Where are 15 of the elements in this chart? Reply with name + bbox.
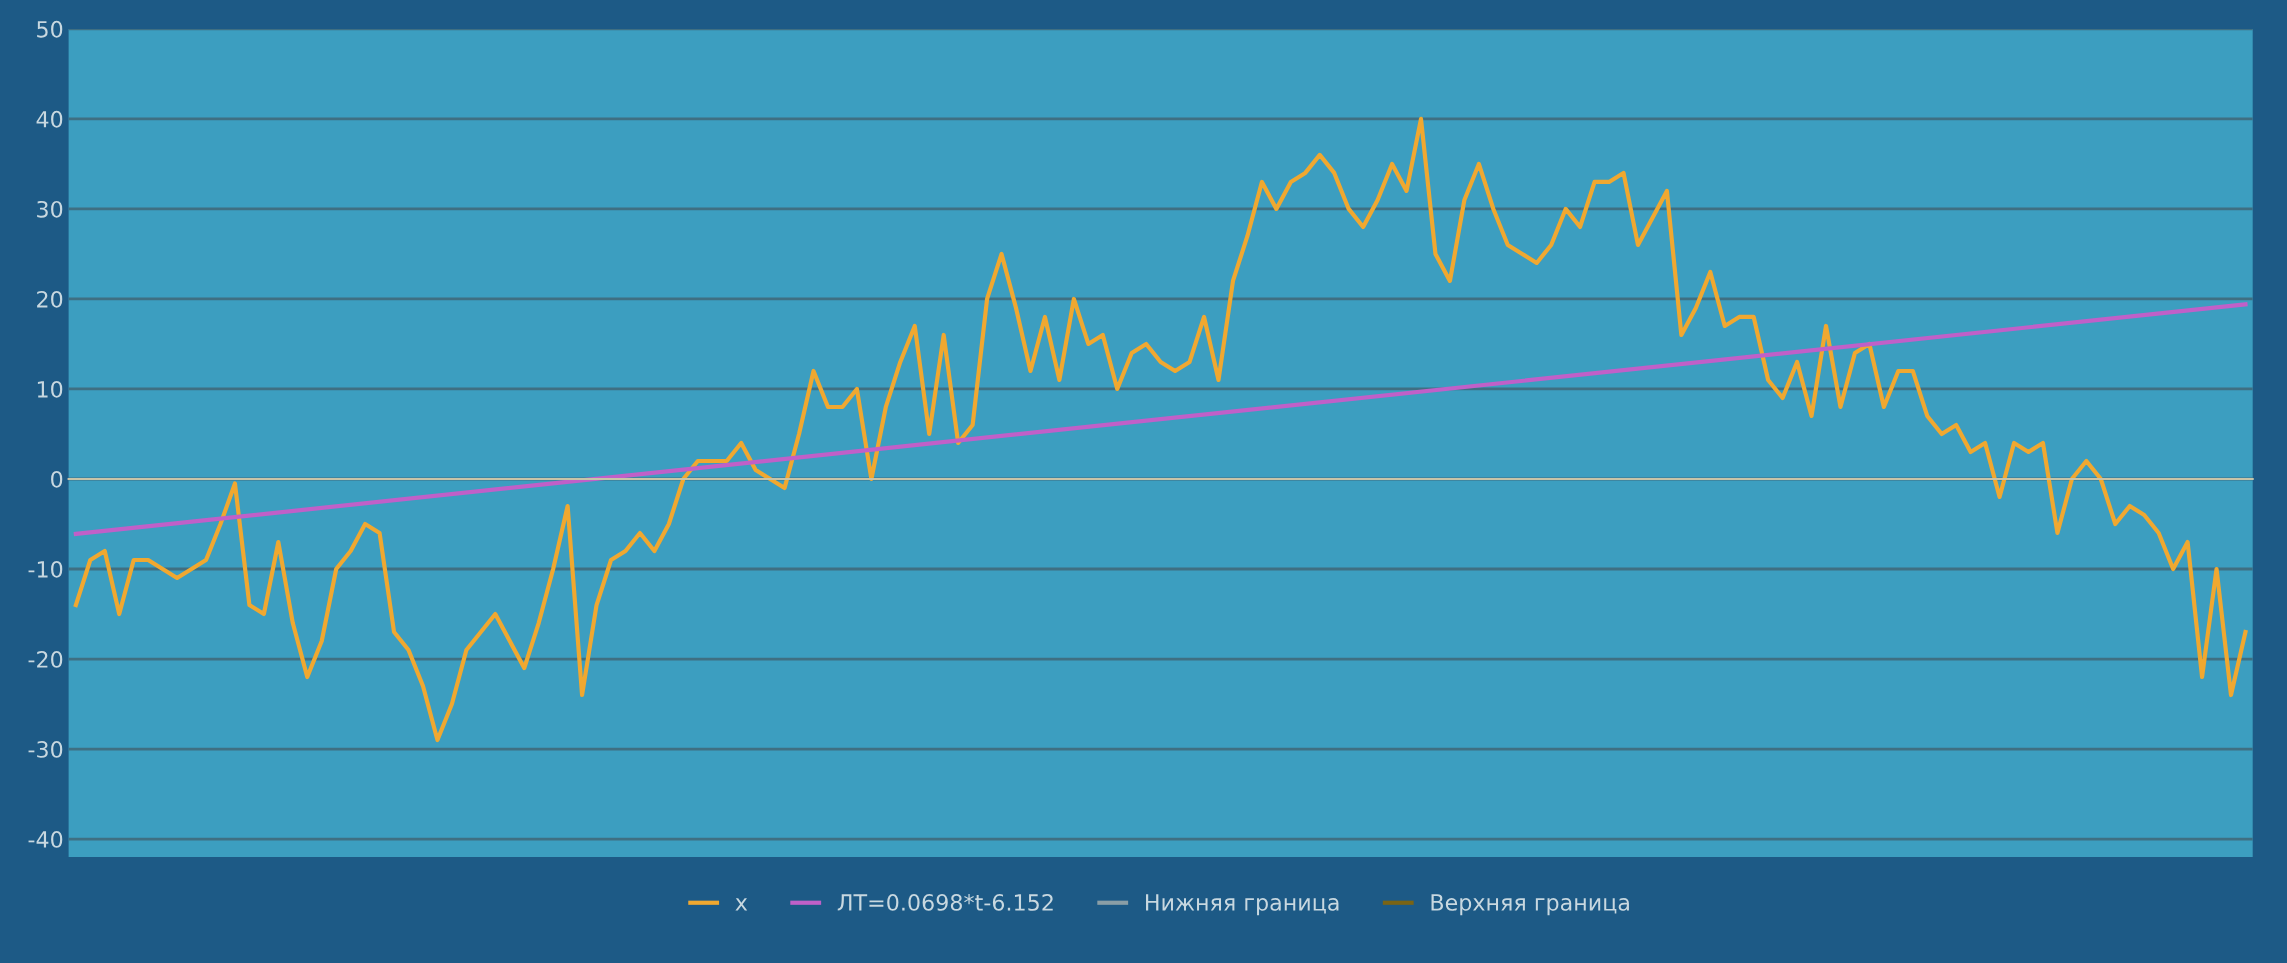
y-tick-label: -30 xyxy=(28,741,63,758)
line-series xyxy=(73,116,2248,743)
y-tick-label: -20 xyxy=(28,650,63,668)
y-tick-label: 20 xyxy=(37,290,63,308)
legend-label: Верхняя граница xyxy=(1431,894,1629,916)
y-tick-label: -40 xyxy=(28,831,63,848)
legend-label: x xyxy=(735,898,748,911)
y-tick-label: 40 xyxy=(36,110,63,128)
y-tick-label: 30 xyxy=(37,200,63,218)
y-tick-label: -10 xyxy=(28,560,63,578)
legend-label: ЛТ=0.0698*t-6.152 xyxy=(837,894,1053,911)
y-tick-label: 10 xyxy=(37,380,63,398)
y-tick-label: 50 xyxy=(37,20,63,38)
y-tick-label: 0 xyxy=(51,470,63,488)
legend-label: Нижняя граница xyxy=(1146,894,1339,916)
